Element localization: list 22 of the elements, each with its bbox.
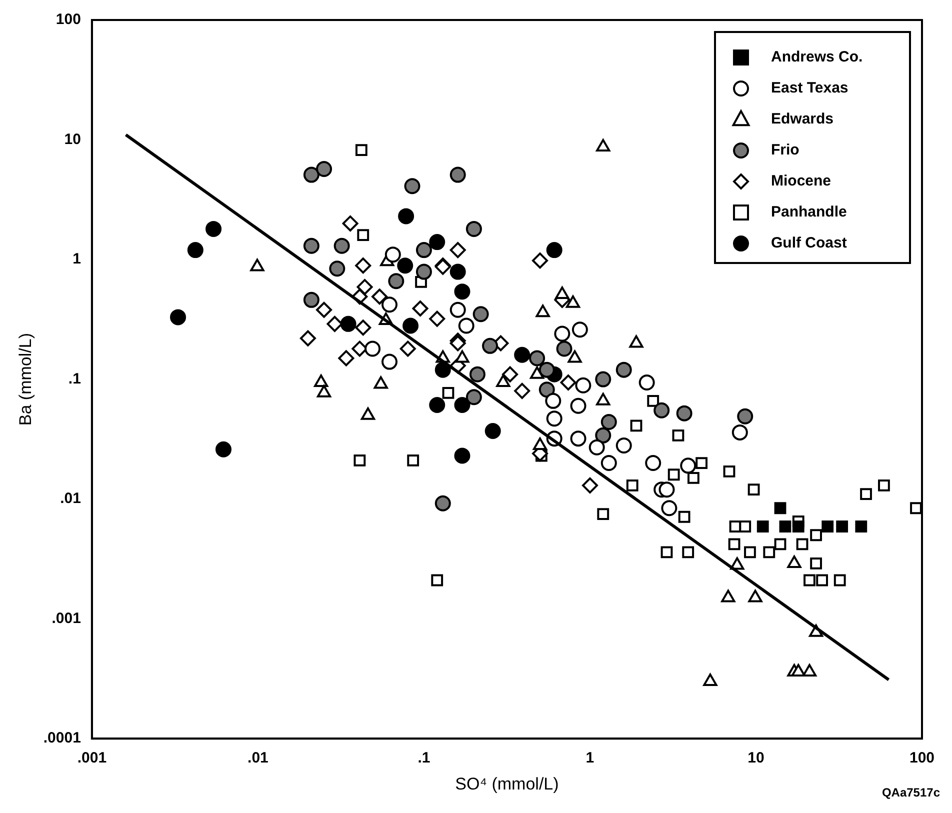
legend-label: Edwards: [771, 110, 834, 128]
legend-label: Panhandle: [771, 204, 847, 221]
legend-label: East Texas: [771, 80, 848, 97]
legend-label: Frio: [771, 142, 800, 159]
y-tick-label: .1: [68, 370, 81, 388]
y-tick-label: 100: [56, 11, 81, 28]
legend-label: Miocene: [771, 172, 832, 190]
x-tick-label: 1: [586, 750, 594, 767]
y-tick-label: 10: [64, 130, 81, 148]
x-tick-label: .1: [418, 750, 430, 767]
y-tick-label: 1: [72, 250, 81, 268]
x-tick-label: 100: [909, 750, 935, 767]
x-tick-label: 10: [748, 750, 764, 767]
text: QAa7517c: [882, 786, 940, 800]
y-tick-label: .001: [52, 610, 81, 627]
y-axis-title: Ba (mmol/L): [16, 333, 35, 426]
x-tick-label: .01: [248, 750, 268, 767]
legend-label: Andrews Co.: [771, 48, 863, 66]
x-axis-title: SO⁴ (mmol/L): [455, 774, 559, 794]
y-tick-label: .01: [60, 490, 81, 508]
legend-label: Gulf Coast: [771, 234, 847, 252]
y-tick-label: .0001: [43, 730, 81, 747]
